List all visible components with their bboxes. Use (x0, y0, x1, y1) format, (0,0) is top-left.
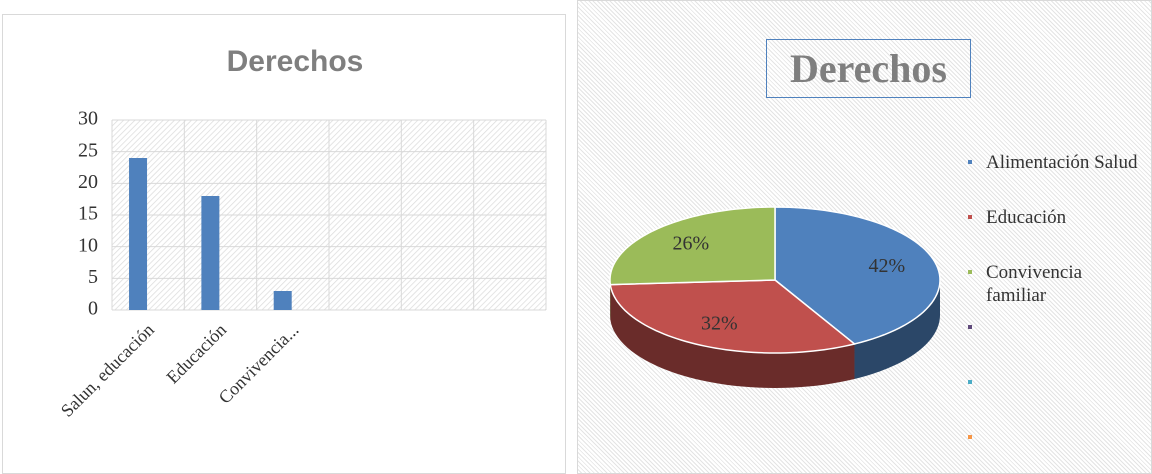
y-tick-label: 20 (78, 171, 98, 193)
data-label: 42% (869, 255, 906, 277)
bar (201, 196, 220, 310)
y-tick-label: 5 (88, 266, 98, 288)
x-tick-label: Salun, educación (57, 320, 158, 421)
pie-slice (609, 279, 857, 354)
y-tick-label: 30 (78, 108, 98, 130)
legend-marker (968, 270, 972, 274)
x-tick-label: Educación (162, 320, 230, 388)
legend-item: Educación (968, 206, 1146, 229)
legend-marker (968, 215, 972, 219)
legend-label: Convivencia familiar (986, 262, 1083, 306)
legend-marker (968, 325, 972, 329)
legend-marker (968, 160, 972, 164)
legend-marker (968, 435, 972, 439)
pie-slice (609, 206, 776, 286)
pie-title-box: Derechos (766, 39, 971, 98)
y-tick-label: 15 (78, 203, 98, 225)
bar (273, 291, 292, 310)
pie-side (610, 284, 855, 388)
bar-title: Derechos (227, 45, 364, 78)
data-label: 26% (672, 233, 709, 255)
legend-marker (968, 380, 972, 384)
y-tick-label: 25 (78, 139, 98, 161)
y-tick-label: 10 (78, 234, 98, 256)
legend-label: Alimentación Salud (986, 152, 1138, 173)
pie-title: Derechos (790, 46, 947, 91)
legend-item: Convivencia familiar (968, 261, 1146, 307)
bar (129, 158, 148, 310)
pie-slice (774, 206, 941, 345)
legend-item: Alimentación Salud (968, 151, 1146, 174)
legend-label: Educación (986, 207, 1067, 228)
y-tick-label: 0 (88, 298, 98, 320)
data-label: 32% (701, 312, 738, 334)
